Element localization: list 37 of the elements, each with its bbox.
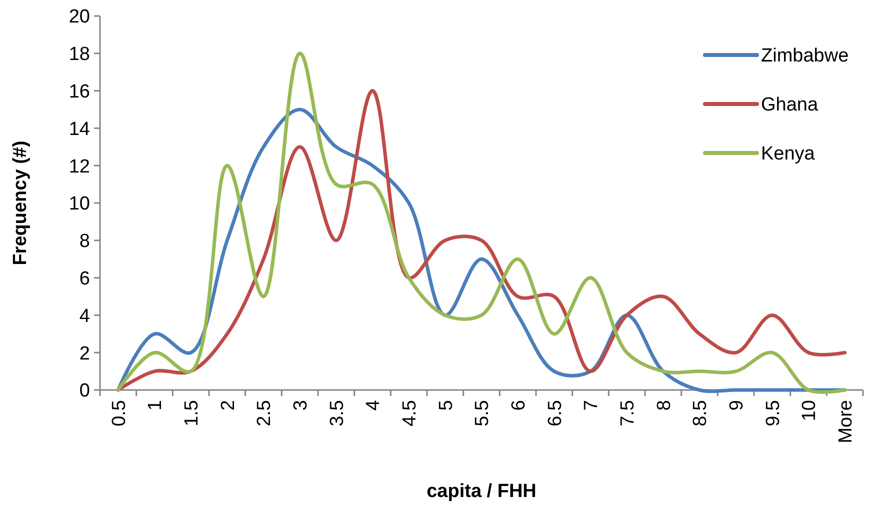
y-tick-label: 10 [68, 194, 90, 215]
x-tick-label: 2.5 [254, 400, 276, 426]
y-tick-label: 14 [68, 118, 90, 140]
x-tick-label: 10 [799, 400, 820, 422]
x-tick-label: 3.5 [326, 400, 348, 426]
x-tick-label: 2 [218, 400, 239, 411]
y-tick-label: 4 [79, 306, 90, 327]
y-tick-label: 0 [79, 380, 90, 402]
x-tick-label: 6 [508, 400, 530, 411]
y-tick-label: 8 [79, 231, 90, 252]
x-tick-label: 1.5 [181, 400, 202, 426]
x-tick-label: 3 [290, 400, 312, 411]
x-tick-label: 1 [145, 400, 166, 411]
x-tick-label: 9.5 [762, 400, 784, 426]
x-tick-label: 5.5 [472, 400, 494, 426]
y-tick-label: 6 [79, 268, 90, 290]
x-tick-label: More [835, 400, 856, 444]
x-tick-label: 7.5 [617, 400, 638, 426]
y-tick-label: 16 [68, 81, 90, 102]
y-tick-label: 20 [68, 6, 90, 28]
x-tick-label: 8.5 [690, 400, 712, 426]
y-tick-label: 18 [68, 44, 90, 66]
y-axis-title: Frequency (#) [10, 140, 31, 266]
x-tick-label: 6.5 [544, 400, 566, 426]
x-tick-label: 0.5 [108, 400, 130, 426]
legend-label: Ghana [761, 94, 818, 116]
x-tick-label: 4 [363, 400, 384, 411]
legend-label: Kenya [761, 144, 816, 165]
x-axis-title: capita / FHH [426, 481, 536, 502]
y-tick-label: 12 [68, 156, 90, 178]
y-tick-label: 2 [79, 343, 90, 364]
legend-label: Zimbabwe [761, 46, 849, 67]
x-tick-label: 5 [436, 400, 457, 411]
x-tick-label: 4.5 [399, 400, 420, 426]
x-tick-label: 9 [726, 400, 748, 411]
x-tick-label: 7 [581, 400, 602, 411]
x-tick-label: 8 [654, 400, 675, 411]
